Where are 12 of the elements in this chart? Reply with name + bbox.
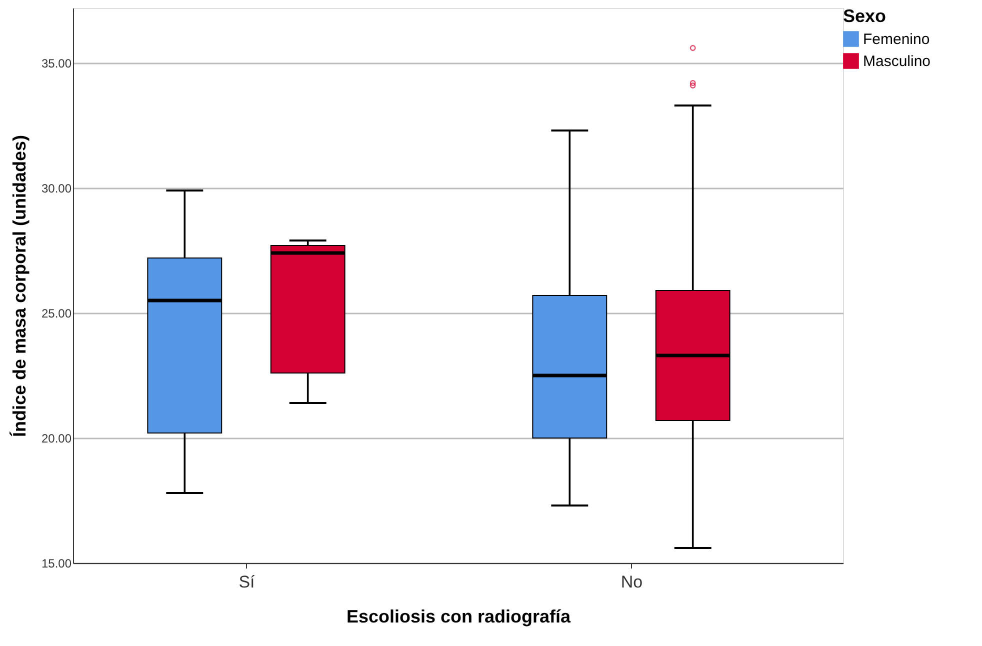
y-tick-label: 35.00 <box>41 56 72 70</box>
x-tick-label: Sí <box>238 572 256 592</box>
legend-label: Masculino <box>863 53 931 70</box>
y-tick-label: 20.00 <box>41 432 72 446</box>
legend-title: Sexo <box>843 6 886 26</box>
x-tick-label: No <box>620 572 643 592</box>
y-tick-label: 30.00 <box>41 182 72 196</box>
y-tick-label: 25.00 <box>41 306 72 320</box>
legend-label: Femenino <box>863 31 930 48</box>
x-axis-title: Escoliosis con radiografía <box>346 606 572 626</box>
y-axis-title: Índice de masa corporal (unidades) <box>9 134 30 438</box>
y-tick-label: 15.00 <box>41 556 72 570</box>
